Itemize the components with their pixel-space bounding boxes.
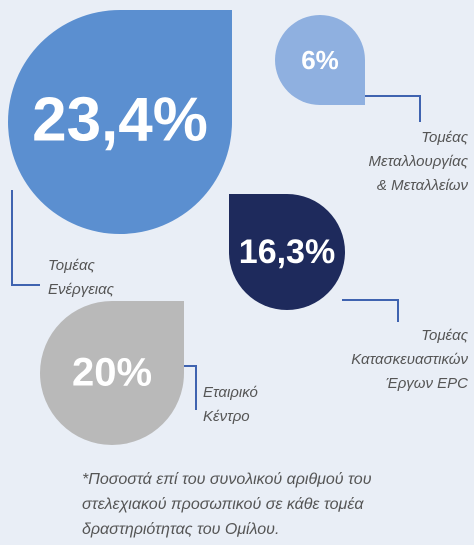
value: 20% [72,351,152,395]
value: 16,3% [239,233,335,271]
connector [11,190,40,286]
label: Τομέας [421,129,469,146]
label: Κέντρο [203,408,250,425]
drop [275,15,365,105]
label: Κατασκευαστικών [351,351,468,368]
drop [40,301,184,445]
label: Τομέας [421,327,469,344]
label: Μεταλλουργίας [369,153,469,170]
connector [184,365,197,410]
connector [365,95,421,122]
drop [8,10,232,234]
label: Εταιρικό [203,384,258,401]
connector [342,299,399,322]
footnote: στελεχιακού προσωπικού σε κάθε τομέα [82,496,364,513]
footnote: *Ποσοστά επί του συνολικού αριθμού του [82,471,372,488]
footnote: δραστηριότητας του Ομίλου. [82,521,279,538]
value: 6% [301,45,339,75]
label: Τομέας [48,257,96,274]
drop [229,194,345,310]
label: & Μεταλλείων [377,177,469,194]
label: Ενέργειας [48,281,115,298]
label: Έργων EPC [386,375,468,392]
value: 23,4% [32,85,208,154]
